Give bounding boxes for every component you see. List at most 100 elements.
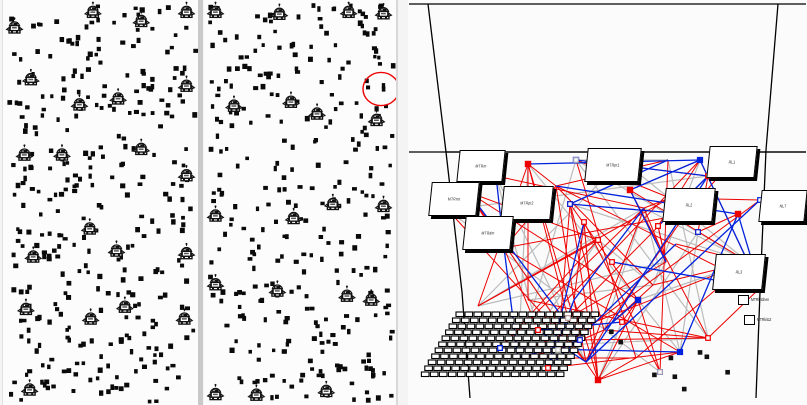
room-box-r5[interactable]: MTRpt2 [500, 186, 554, 220]
room-box-r9[interactable]: RL3 [712, 254, 766, 290]
agent-field-right-panel[interactable] [204, 0, 396, 405]
network-node[interactable] [681, 386, 687, 392]
grid-cell [473, 311, 483, 318]
agent-dot [157, 8, 162, 15]
network-node[interactable] [672, 374, 678, 380]
network-node[interactable] [609, 259, 615, 265]
network-node[interactable] [704, 354, 710, 360]
legend-item-lg1[interactable]: MTRkitchen [738, 295, 769, 305]
grid-cell [472, 329, 481, 336]
agent-dot [106, 389, 111, 395]
agent-dot [180, 196, 185, 203]
room-box-r1[interactable]: MTRm [456, 150, 506, 182]
network-node[interactable] [618, 339, 623, 345]
agent-dot [86, 95, 90, 99]
agent-dot [167, 196, 172, 202]
network-node[interactable] [695, 229, 701, 235]
agent-dot [169, 114, 175, 119]
agent-dot [154, 399, 159, 403]
network-node[interactable] [497, 345, 503, 351]
agent-dot [139, 214, 145, 219]
room-box-r3[interactable]: RL1 [706, 146, 758, 178]
room-box-label: MTRpt2 [520, 200, 534, 206]
agent-dot [297, 185, 303, 189]
agent-dot [261, 227, 265, 233]
grid-cell [445, 359, 455, 366]
robot-agent-icon [206, 273, 225, 291]
agent-dot [129, 349, 134, 355]
network-node[interactable] [535, 327, 541, 333]
agent-dot [371, 31, 376, 36]
agent-dot [360, 11, 366, 17]
room-box-r2[interactable]: MTRpt1 [584, 148, 642, 182]
network-node[interactable] [565, 315, 571, 321]
agent-dot [37, 314, 42, 321]
agent-dot [373, 54, 377, 59]
network-node[interactable] [652, 372, 657, 378]
agent-dot [355, 234, 362, 239]
network-node[interactable] [581, 219, 587, 225]
network-node[interactable] [609, 329, 614, 335]
agent-dot [141, 83, 146, 89]
network-node[interactable] [573, 157, 579, 163]
grid-cell [557, 353, 566, 360]
network-node[interactable] [657, 369, 663, 375]
agent-dot [88, 377, 93, 383]
network-node[interactable] [555, 347, 561, 353]
network-node[interactable] [676, 348, 684, 356]
room-box-r6[interactable]: MTRdm [462, 216, 514, 250]
network-node[interactable] [725, 369, 730, 375]
network-node[interactable] [696, 156, 704, 164]
network-edge [503, 213, 687, 249]
grid-cell [454, 359, 464, 366]
legend-item-lg2[interactable]: MTRkitc2 [744, 315, 771, 325]
network-node[interactable] [626, 186, 634, 194]
agent-dot [148, 87, 154, 92]
agent-dot [319, 331, 323, 337]
room-box-r7[interactable]: NLT [758, 190, 807, 222]
room-box-r4[interactable]: MTRmt [428, 182, 480, 216]
agent-dot [267, 71, 273, 76]
network-node[interactable] [619, 319, 625, 325]
agent-dot [352, 397, 356, 402]
network-node[interactable] [577, 337, 583, 343]
agent-dot [15, 182, 21, 189]
grid-cell [469, 365, 478, 372]
agent-dot [389, 329, 395, 334]
agent-dot [27, 369, 33, 374]
robot-agent-icon [281, 91, 300, 108]
network-node[interactable] [595, 237, 601, 243]
network-node[interactable] [634, 296, 642, 304]
agent-dot [24, 123, 28, 129]
agent-dot [384, 213, 390, 219]
network-node[interactable] [734, 210, 742, 218]
agent-dot [373, 27, 378, 32]
grid-cell [553, 359, 563, 366]
room-box-r8[interactable]: RL2 [662, 188, 716, 222]
agent-dot [362, 125, 367, 131]
agent-dot [229, 222, 233, 227]
agent-dot [219, 149, 223, 154]
network-node[interactable] [655, 223, 661, 229]
room-box-label: RL3 [735, 269, 743, 275]
agent-dot [355, 317, 360, 323]
network-node[interactable] [705, 335, 711, 341]
network-edge [547, 243, 677, 369]
agent-dot [47, 319, 52, 325]
agent-dot [337, 364, 343, 370]
agent-dot [260, 83, 266, 90]
agent-dot [181, 215, 185, 220]
agent-field-left-panel[interactable] [2, 0, 199, 405]
agent-dot [120, 40, 126, 45]
network-node[interactable] [697, 350, 703, 355]
robot-agent-icon [177, 75, 196, 92]
network-node[interactable] [668, 355, 674, 361]
network-scene-panel[interactable]: MTRm MTRpt1 RL1 MTRmt MTRpt2 MTRdm NLT RL2 RL3 M… [408, 0, 807, 405]
network-node[interactable] [594, 376, 602, 384]
network-node[interactable] [524, 160, 532, 168]
network-node[interactable] [567, 201, 573, 207]
network-node[interactable] [545, 365, 551, 371]
grid-cell [486, 335, 496, 342]
agent-dot [255, 206, 260, 212]
agent-dot [385, 230, 391, 235]
